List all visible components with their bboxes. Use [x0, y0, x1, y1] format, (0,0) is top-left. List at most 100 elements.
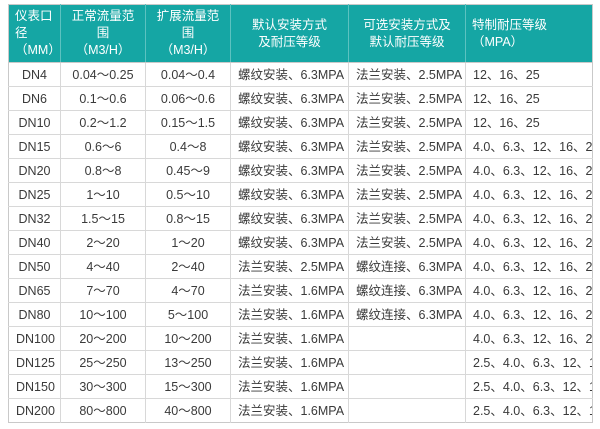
table-row: DN125 25～250 13～250 法兰安装、1.6MPA 2.5、4.0、6.3、… — [8, 350, 593, 375]
cell-default-installation: 螺纹安装、6.3MPA — [230, 62, 349, 87]
cell-default-installation: 螺纹安装、6.3MPA — [230, 230, 349, 255]
cell-meter-diameter: DN200 — [8, 398, 61, 423]
cell-extended-flow-range: 5～100 — [145, 302, 231, 327]
cell-default-installation: 螺纹安装、6.3MPA — [230, 158, 349, 183]
cell-extended-flow-range: 0.06～0.6 — [145, 86, 231, 111]
cell-meter-diameter: DN10 — [8, 110, 61, 135]
table-row: DN32 1.5～15 0.8～15 螺纹安装、6.3MPA 法兰安装、2.5MPA 4.… — [8, 206, 593, 231]
cell-extended-flow-range: 13～250 — [145, 350, 231, 375]
cell-optional-installation: 螺纹连接、6.3MPA — [348, 278, 466, 303]
cell-meter-diameter: DN6 — [8, 86, 61, 111]
cell-optional-installation: 法兰安装、2.5MPA — [348, 206, 466, 231]
table-row: DN80 10～100 5～100 法兰安装、1.6MPA 螺纹连接、6.3MPA 4.0… — [8, 302, 593, 327]
cell-optional-installation: 螺纹连接、6.3MPA — [348, 302, 466, 327]
cell-extended-flow-range: 4～70 — [145, 278, 231, 303]
cell-optional-installation: 法兰安装、2.5MPA — [348, 158, 466, 183]
cell-optional-installation: 法兰安装、2.5MPA — [348, 62, 466, 87]
cell-optional-installation: 螺纹连接、6.3MPA — [348, 254, 466, 279]
column-header-meter-diameter: 仪表口径 （MM） — [8, 4, 61, 63]
cell-normal-flow-range: 0.6～6 — [60, 134, 146, 159]
cell-meter-diameter: DN65 — [8, 278, 61, 303]
cell-optional-installation: 法兰安装、2.5MPA — [348, 230, 466, 255]
cell-normal-flow-range: 2～20 — [60, 230, 146, 255]
table-row: DN10 0.2～1.2 0.15～1.5 螺纹安装、6.3MPA 法兰安装、2.5MP… — [8, 110, 593, 135]
cell-extended-flow-range: 2～40 — [145, 254, 231, 279]
cell-normal-flow-range: 1.5～15 — [60, 206, 146, 231]
cell-special-pressure: 2.5、4.0、6.3、12、16 — [465, 374, 593, 399]
cell-default-installation: 法兰安装、1.6MPA — [230, 350, 349, 375]
cell-default-installation: 法兰安装、1.6MPA — [230, 278, 349, 303]
cell-special-pressure: 4.0、6.3、12、16、25 — [465, 182, 593, 207]
cell-special-pressure: 12、16、25 — [465, 86, 593, 111]
cell-normal-flow-range: 25～250 — [60, 350, 146, 375]
cell-extended-flow-range: 0.04～0.4 — [145, 62, 231, 87]
cell-meter-diameter: DN40 — [8, 230, 61, 255]
table-header: 仪表口径 （MM） 正常流量范围 （M3/H） 扩展流量范围 （M3/H） 默认… — [8, 4, 593, 63]
cell-default-installation: 螺纹安装、6.3MPA — [230, 206, 349, 231]
cell-optional-installation — [348, 350, 466, 375]
cell-extended-flow-range: 0.8～15 — [145, 206, 231, 231]
cell-meter-diameter: DN150 — [8, 374, 61, 399]
cell-default-installation: 法兰安装、1.6MPA — [230, 302, 349, 327]
cell-optional-installation — [348, 398, 466, 423]
cell-normal-flow-range: 4～40 — [60, 254, 146, 279]
cell-optional-installation: 法兰安装、2.5MPA — [348, 110, 466, 135]
cell-extended-flow-range: 1～20 — [145, 230, 231, 255]
cell-special-pressure: 4.0、6.3、12、16、25 — [465, 158, 593, 183]
column-header-normal-flow-range: 正常流量范围 （M3/H） — [60, 4, 146, 63]
cell-normal-flow-range: 1～10 — [60, 182, 146, 207]
meter-specification-table: 仪表口径 （MM） 正常流量范围 （M3/H） 扩展流量范围 （M3/H） 默认… — [8, 4, 593, 423]
cell-extended-flow-range: 40～800 — [145, 398, 231, 423]
cell-normal-flow-range: 20～200 — [60, 326, 146, 351]
cell-extended-flow-range: 10～200 — [145, 326, 231, 351]
column-header-extended-flow-range: 扩展流量范围 （M3/H） — [145, 4, 231, 63]
cell-optional-installation: 法兰安装、2.5MPA — [348, 182, 466, 207]
cell-special-pressure: 2.5、4.0、6.3、12、16 — [465, 350, 593, 375]
cell-normal-flow-range: 0.04～0.25 — [60, 62, 146, 87]
table-row: DN20 0.8～8 0.45～9 螺纹安装、6.3MPA 法兰安装、2.5MPA 4.0… — [8, 158, 593, 183]
table-row: DN65 7～70 4～70 法兰安装、1.6MPA 螺纹连接、6.3MPA 4.0、6.… — [8, 278, 593, 303]
cell-meter-diameter: DN50 — [8, 254, 61, 279]
cell-meter-diameter: DN32 — [8, 206, 61, 231]
table-row: DN25 1～10 0.5～10 螺纹安装、6.3MPA 法兰安装、2.5MPA 4.0、… — [8, 182, 593, 207]
cell-meter-diameter: DN4 — [8, 62, 61, 87]
cell-normal-flow-range: 80～800 — [60, 398, 146, 423]
cell-normal-flow-range: 30～300 — [60, 374, 146, 399]
cell-special-pressure: 4.0、6.3、12、16、25 — [465, 302, 593, 327]
cell-special-pressure: 4.0、6.3、12、16、25 — [465, 278, 593, 303]
table-row: DN150 30～300 15～300 法兰安装、1.6MPA 2.5、4.0、6.3、… — [8, 374, 593, 399]
cell-extended-flow-range: 0.45～9 — [145, 158, 231, 183]
cell-normal-flow-range: 7～70 — [60, 278, 146, 303]
cell-default-installation: 法兰安装、2.5MPA — [230, 254, 349, 279]
cell-meter-diameter: DN100 — [8, 326, 61, 351]
cell-special-pressure: 4.0、6.3、12、16、25 — [465, 326, 593, 351]
cell-optional-installation: 法兰安装、2.5MPA — [348, 134, 466, 159]
table-row: DN40 2～20 1～20 螺纹安装、6.3MPA 法兰安装、2.5MPA 4.0、6.… — [8, 230, 593, 255]
cell-default-installation: 螺纹安装、6.3MPA — [230, 110, 349, 135]
table-row: DN15 0.6～6 0.4～8 螺纹安装、6.3MPA 法兰安装、2.5MPA 4.0、… — [8, 134, 593, 159]
cell-normal-flow-range: 0.1～0.6 — [60, 86, 146, 111]
cell-extended-flow-range: 0.4～8 — [145, 134, 231, 159]
cell-optional-installation: 法兰安装、2.5MPA — [348, 86, 466, 111]
cell-special-pressure: 4.0、6.3、12、16、25 — [465, 254, 593, 279]
cell-special-pressure: 2.5、4.0、6.3、12、16 — [473, 403, 593, 418]
table-row: DN200 80～800 40～800 法兰安装、1.6MPA 2.5、4.0、6.3、… — [8, 398, 593, 423]
cell-default-installation: 螺纹安装、6.3MPA — [230, 182, 349, 207]
cell-extended-flow-range: 15～300 — [145, 374, 231, 399]
cell-normal-flow-range: 0.2～1.2 — [60, 110, 146, 135]
column-header-optional-installation: 可选安装方式及 默认耐压等级 — [348, 4, 466, 63]
cell-special-pressure: 4.0、6.3、12、16、25 — [465, 206, 593, 231]
cell-default-installation: 法兰安装、1.6MPA — [230, 326, 349, 351]
cell-normal-flow-range: 10～100 — [60, 302, 146, 327]
cell-special-pressure: 4.0、6.3、12、16、25 — [465, 134, 593, 159]
cell-meter-diameter: DN20 — [8, 158, 61, 183]
cell-default-installation: 法兰安装、1.6MPA — [230, 374, 349, 399]
cell-optional-installation — [348, 326, 466, 351]
cell-meter-diameter: DN125 — [8, 350, 61, 375]
cell-normal-flow-range: 0.8～8 — [60, 158, 146, 183]
cell-meter-diameter: DN15 — [8, 134, 61, 159]
table-body: DN4 0.04～0.25 0.04～0.4 螺纹安装、6.3MPA 法兰安装、2.5M… — [8, 62, 593, 423]
cell-default-installation: 法兰安装、1.6MPA — [230, 398, 349, 423]
column-header-special-pressure: 特制耐压等级 （MPA） — [465, 4, 593, 63]
